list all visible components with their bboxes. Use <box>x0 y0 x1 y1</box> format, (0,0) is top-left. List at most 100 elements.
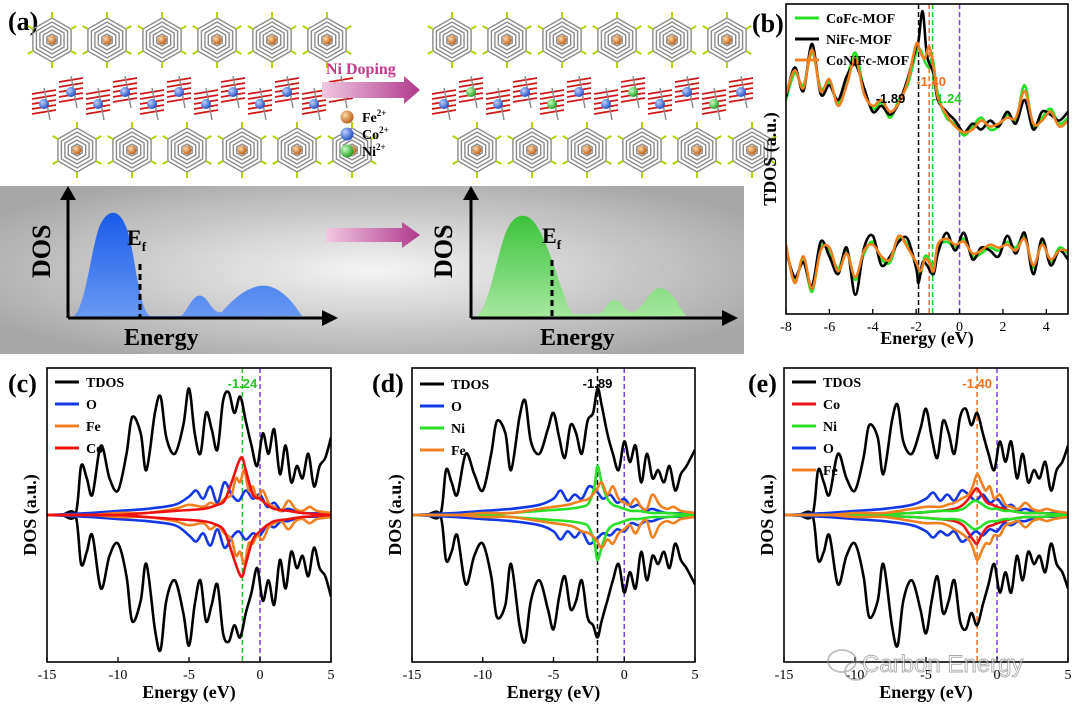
energy-annotation: -1.89 <box>583 376 613 391</box>
plot-frame <box>785 3 1069 315</box>
x-tick-label: -15 <box>775 668 794 683</box>
ferrocene-cage-icon <box>162 122 212 178</box>
series-line-nifc-mof-up <box>786 10 1068 134</box>
watermark-text: Carbon Energy <box>862 651 1023 678</box>
ferrocene-cage-icon <box>507 122 557 178</box>
x-tick-label: 5 <box>328 668 335 683</box>
x-tick-label: 2 <box>999 320 1006 335</box>
legend-label: O <box>86 398 97 413</box>
ni-doping-arrow-icon <box>322 76 420 104</box>
ni-atom-icon <box>340 144 354 158</box>
series-line-tdos-down <box>412 510 695 644</box>
legend-label: O <box>823 442 834 457</box>
ferrocene-cage-icon <box>107 122 157 178</box>
dos-left-x-arrow-icon <box>322 310 338 326</box>
crystal-structure-left <box>27 12 377 178</box>
y-axis-label: DOS (a.u.) <box>20 474 41 556</box>
ni-legend-label: Ni2+ <box>362 142 386 160</box>
series-line-tdos <box>784 402 1068 520</box>
x-tick-label: -5 <box>183 668 195 683</box>
x-axis-label: Energy (eV) <box>507 682 600 703</box>
ferrocene-cage-icon <box>617 122 667 178</box>
legend-label: TDOS <box>823 376 861 391</box>
fe-legend-label: Fe2+ <box>362 108 386 126</box>
ferrocene-cage-icon <box>452 122 502 178</box>
x-axis-label: Energy (eV) <box>142 682 235 703</box>
x-axis-label: Energy (eV) <box>879 682 972 703</box>
dos-left-x-label: Energy <box>124 325 199 351</box>
x-tick-label: -8 <box>780 320 792 335</box>
legend: CoFc-MOF NiFc-MOF CoNiFc-MOF <box>795 12 909 69</box>
ferrocene-cage-icon <box>647 12 697 68</box>
ni-doping-label: Ni Doping <box>326 61 396 78</box>
energy-annotation: -1.40 <box>916 74 946 89</box>
dos-left-y-arrow-icon <box>60 186 76 200</box>
y-axis-label: DOS (a.u.) <box>385 474 406 556</box>
series-line-o <box>47 480 331 517</box>
dos-right-y-arrow-icon <box>463 186 479 200</box>
x-tick-label: -2 <box>910 320 922 335</box>
panel-e-letter: (e) <box>748 369 777 398</box>
x-tick-label: 0 <box>621 668 628 683</box>
series-line-co-down <box>47 513 331 579</box>
panel-a: (a) Ni Doping Fe2+ Co2+ Ni2+ Ef DOS En <box>0 7 777 354</box>
x-tick-label: 0 <box>956 320 963 335</box>
transition-arrow-icon <box>326 222 420 248</box>
schematic-dos-left: Ef DOS Energy <box>27 186 338 351</box>
co-atom-icon <box>340 127 354 141</box>
fe-atom-icon <box>340 110 354 124</box>
ferrocene-cage-icon <box>592 12 642 68</box>
legend-label: Fe <box>823 464 838 479</box>
legend-label: Co <box>823 398 840 413</box>
legend-label: Fe <box>86 420 101 435</box>
legend: TDOS O Ni Fe <box>420 378 489 459</box>
x-tick-label: 0 <box>994 668 1001 683</box>
panel-c: -15 -10 -5 0 5 Energy (eV) DOS (a.u.) (c) TDOS OF… <box>8 367 335 703</box>
series-line-fe <box>784 472 1068 517</box>
series-line-tdos <box>47 387 331 520</box>
legend-label: TDOS <box>451 378 489 393</box>
x-tick-label: -15 <box>403 668 422 683</box>
legend-label: CoFc-MOF <box>826 12 895 27</box>
panel-b: -8 -6 -4 -2 0 2 4 Energy (eV) TDOS (a.u.) (b) CoFc… <box>752 3 1069 349</box>
panel-d-letter: (d) <box>372 369 404 398</box>
legend-label: TDOS <box>86 376 124 391</box>
series-line-fe-down <box>784 513 1068 562</box>
series-line-fe <box>412 481 695 517</box>
energy-annotation: -1.89 <box>876 91 906 106</box>
ferrocene-cage-icon <box>537 12 587 68</box>
x-tick-label: 0 <box>257 668 264 683</box>
series-line-co <box>47 456 331 517</box>
x-tick-label: -15 <box>38 668 57 683</box>
series-line-conifc-mof-down <box>786 234 1068 291</box>
x-tick-label: -5 <box>920 668 932 683</box>
ferrocene-cage-icon <box>672 122 722 178</box>
dos-right-x-arrow-icon <box>722 310 738 326</box>
dos-plots: -8 -6 -4 -2 0 2 4 Energy (eV) TDOS (a.u.) (b) CoFc… <box>8 3 1072 703</box>
x-tick-label: 4 <box>1043 320 1050 335</box>
legend-label: NiFc-MOF <box>826 33 892 48</box>
atom-legend: Fe2+ Co2+ Ni2+ <box>340 108 389 160</box>
legend-label: Ni <box>451 422 465 437</box>
y-axis-label: DOS (a.u.) <box>757 474 778 556</box>
dos-right-curve <box>472 215 686 318</box>
x-tick-label: -4 <box>867 320 879 335</box>
ferrocene-cage-icon <box>482 12 532 68</box>
schematic-dos-right: Ef DOS Energy <box>429 186 738 351</box>
plot-area-d <box>412 368 695 662</box>
ferrocene-cage-icon <box>192 12 242 68</box>
metal-chain <box>31 75 354 121</box>
ferrocene-cage-icon <box>52 122 102 178</box>
series-line-conifc-mof-up <box>786 41 1068 134</box>
plot-area-e <box>784 368 1068 662</box>
dos-right-ef-label: Ef <box>542 223 562 252</box>
ferrocene-cage-icon <box>702 12 752 68</box>
series-line-ni <box>784 499 1068 517</box>
legend: TDOS Co Ni O Fe <box>792 376 861 479</box>
series-line-fe <box>47 468 331 517</box>
ferrocene-cage-icon <box>137 12 187 68</box>
legend-label: Ni <box>823 420 837 435</box>
ferrocene-cage-icon <box>217 122 267 178</box>
dos-right-x-label: Energy <box>540 325 615 351</box>
